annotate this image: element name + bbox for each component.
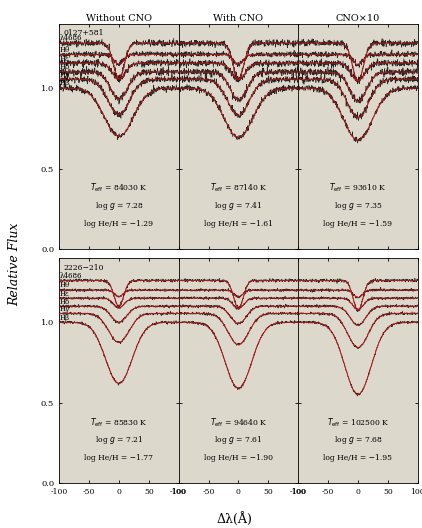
Text: Hβ: Hβ [60, 314, 70, 322]
Text: $T_{\rm eff}$ = 84030 K: $T_{\rm eff}$ = 84030 K [90, 182, 148, 194]
Text: 0127+581: 0127+581 [64, 30, 104, 37]
Text: λ4686: λ4686 [60, 34, 82, 42]
Text: Hθ: Hθ [60, 281, 70, 289]
Text: Relative Flux: Relative Flux [8, 222, 21, 306]
Text: λ4686: λ4686 [60, 272, 82, 280]
Text: log $g$ = 7.68: log $g$ = 7.68 [333, 435, 382, 446]
Text: log He/H = −1.95: log He/H = −1.95 [324, 455, 392, 463]
Title: Without CNO: Without CNO [86, 14, 152, 23]
Text: Hβ: Hβ [60, 79, 70, 88]
Text: Hγ: Hγ [60, 71, 70, 79]
Text: log $g$ = 7.28: log $g$ = 7.28 [95, 200, 143, 212]
Text: log $g$ = 7.61: log $g$ = 7.61 [214, 435, 262, 446]
Title: CNO×10: CNO×10 [336, 14, 380, 23]
Text: $T_{\rm eff}$ = 87140 K: $T_{\rm eff}$ = 87140 K [210, 182, 267, 194]
Text: $T_{\rm eff}$ = 102500 K: $T_{\rm eff}$ = 102500 K [327, 416, 389, 429]
Text: log He/H = −1.59: log He/H = −1.59 [324, 220, 392, 228]
Text: log $g$ = 7.21: log $g$ = 7.21 [95, 435, 143, 446]
Text: log He/H = −1.77: log He/H = −1.77 [84, 455, 153, 463]
Text: log $g$ = 7.35: log $g$ = 7.35 [334, 200, 382, 212]
Text: $T_{\rm eff}$ = 93610 K: $T_{\rm eff}$ = 93610 K [329, 182, 387, 194]
Text: Hδ: Hδ [60, 298, 70, 306]
Title: With CNO: With CNO [214, 14, 263, 23]
Text: log He/H = −1.29: log He/H = −1.29 [84, 220, 153, 228]
Text: Hε: Hε [60, 54, 69, 62]
Text: Hθ: Hθ [60, 46, 70, 54]
Text: 2226−210: 2226−210 [64, 263, 104, 271]
Text: log He/H = −1.61: log He/H = −1.61 [204, 220, 273, 228]
Text: log He/H = −1.90: log He/H = −1.90 [204, 455, 273, 463]
Text: $T_{\rm eff}$ = 85830 K: $T_{\rm eff}$ = 85830 K [90, 416, 148, 429]
Text: log $g$ = 7.41: log $g$ = 7.41 [214, 200, 262, 212]
Text: Hγ: Hγ [60, 305, 70, 313]
Text: Δλ(Å): Δλ(Å) [216, 512, 252, 525]
Text: Hδ: Hδ [60, 63, 70, 71]
Text: Hε: Hε [60, 289, 69, 297]
Text: $T_{\rm eff}$ = 94640 K: $T_{\rm eff}$ = 94640 K [210, 416, 267, 429]
